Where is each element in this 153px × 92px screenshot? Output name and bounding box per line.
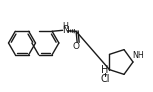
Text: N: N — [62, 26, 69, 35]
Text: NH: NH — [132, 51, 144, 60]
Text: H: H — [101, 65, 109, 75]
Text: H: H — [62, 22, 68, 31]
Text: Cl: Cl — [100, 74, 110, 84]
Text: O: O — [73, 42, 80, 51]
